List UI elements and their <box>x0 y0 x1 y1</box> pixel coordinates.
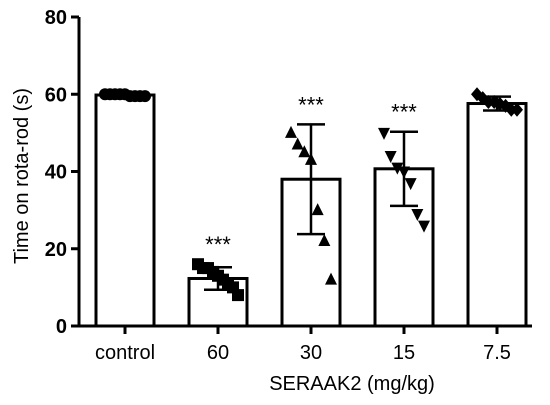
point-15-0 <box>378 127 390 140</box>
point-30-1 <box>291 137 304 150</box>
x-tick-label-60: 60 <box>207 342 229 364</box>
y-tick-label-60: 60 <box>45 84 67 106</box>
significance-label-30: *** <box>298 92 324 117</box>
point-30-3 <box>305 152 317 165</box>
x-tick-label-30: 30 <box>300 342 322 364</box>
point-60-8 <box>232 289 244 302</box>
labels: 0 20 40 60 80 control 60 *** 30 *** 15 *** 7.5 <box>45 7 511 364</box>
point-15-6 <box>418 220 430 233</box>
point-30-6 <box>325 272 337 285</box>
data-points <box>99 87 523 302</box>
point-15-1 <box>384 151 397 164</box>
y-axis-title: Time on rota-rod (s) <box>11 88 33 264</box>
point-15-2 <box>391 162 404 175</box>
point-30-2 <box>298 145 311 158</box>
significance-label-15: *** <box>391 100 417 125</box>
x-tick-label-15: 15 <box>393 342 415 364</box>
y-tick-label-0: 0 <box>56 316 67 338</box>
point-30-5 <box>318 234 331 247</box>
bar-control <box>94 93 156 328</box>
point-15-4 <box>404 178 417 191</box>
point-30-4 <box>311 203 324 216</box>
x-tick-label-control: control <box>95 342 155 364</box>
point-15-3 <box>398 166 410 179</box>
bar-7.5 <box>466 102 528 328</box>
y-tick-label-20: 20 <box>45 239 67 261</box>
x-tick-label-7.5: 7.5 <box>483 342 511 364</box>
significance-label-60: *** <box>205 232 231 257</box>
point-30-0 <box>285 125 297 138</box>
point-15-5 <box>411 208 424 221</box>
point-control-8 <box>139 90 151 103</box>
y-tick-label-40: 40 <box>45 162 67 184</box>
x-axis-title: SERAAK2 (mg/kg) <box>269 373 435 395</box>
point-7.5-7 <box>511 102 523 117</box>
y-tick-label-80: 80 <box>45 7 67 29</box>
